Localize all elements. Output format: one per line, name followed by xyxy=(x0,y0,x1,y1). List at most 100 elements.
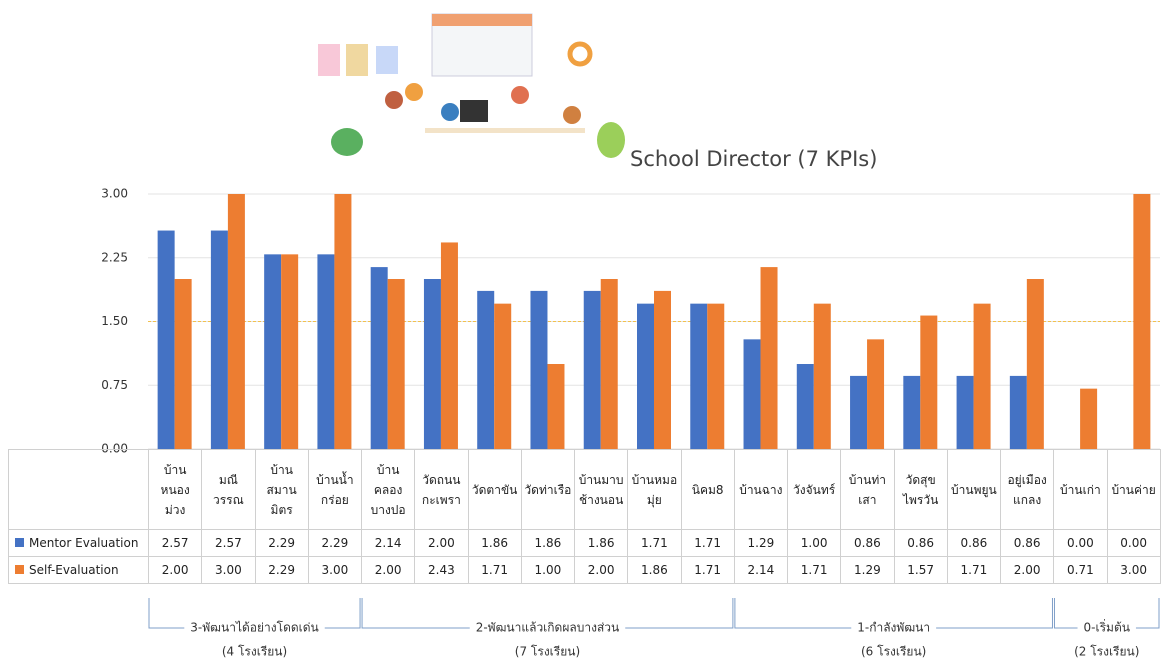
value-label: 1.29 xyxy=(840,556,895,584)
value-label: 2.00 xyxy=(573,556,629,584)
value-label: 2.14 xyxy=(733,556,789,584)
plant xyxy=(331,128,363,156)
value-label: 1.57 xyxy=(893,556,948,584)
value-label: 2.57 xyxy=(147,529,203,557)
value-label: 1.71 xyxy=(680,529,735,557)
value-label: 0.86 xyxy=(946,529,1002,557)
category-label: วัดถนนกะเพรา xyxy=(414,449,469,530)
value-label: 1.71 xyxy=(946,556,1002,584)
y-tick-label: 2.25 xyxy=(101,250,128,264)
bar xyxy=(477,290,495,449)
bar xyxy=(317,254,335,449)
bar xyxy=(281,254,299,449)
category-label: บ้านพยูน xyxy=(946,449,1002,530)
value-label: 0.86 xyxy=(999,529,1055,557)
bar xyxy=(637,303,654,449)
value-label: 2.14 xyxy=(360,529,416,557)
bar xyxy=(1026,279,1044,449)
series-row: Mentor Evaluation 2.57 2.57 2.29 2.29 2.14 2.0… xyxy=(8,529,1161,557)
value-label: 1.86 xyxy=(627,556,682,584)
category-label: บ้านมาบช้างนอน xyxy=(573,449,629,530)
bar xyxy=(796,364,814,449)
sticky-notes xyxy=(346,44,368,76)
calendar-header xyxy=(432,14,532,26)
category-label: บ้านน้ำกร่อย xyxy=(307,449,363,530)
value-label: 2.29 xyxy=(254,556,309,584)
value-label: 3.00 xyxy=(1106,556,1161,584)
value-label: 2.00 xyxy=(414,529,469,557)
category-label: บ้านคลองบางปอ xyxy=(360,449,416,530)
legend-label: Mentor Evaluation xyxy=(29,536,139,550)
sticky-notes xyxy=(376,46,398,74)
value-label: 2.00 xyxy=(999,556,1055,584)
bar xyxy=(707,303,725,449)
bar xyxy=(440,242,458,449)
group-label: 3-พัฒนาได้อย่างโดดเด่น xyxy=(190,621,318,635)
series-row: Self-Evaluation 2.00 3.00 2.29 3.00 2.00 2.43 1… xyxy=(8,556,1161,584)
bar xyxy=(690,303,708,449)
bar xyxy=(334,194,352,449)
category-label: บ้านหมอมุ่ย xyxy=(627,449,682,530)
value-label: 1.86 xyxy=(573,529,629,557)
value-label: 1.86 xyxy=(467,529,522,557)
person xyxy=(441,103,459,121)
legend-key xyxy=(15,538,24,547)
value-label: 1.86 xyxy=(520,529,576,557)
category-label: วัดท่าเรือ xyxy=(520,449,576,530)
bar xyxy=(743,339,761,449)
bar xyxy=(494,303,512,449)
corner-cell xyxy=(8,449,149,530)
legend-label: Self-Evaluation xyxy=(29,563,119,577)
bar xyxy=(210,230,228,449)
bar xyxy=(1080,388,1098,449)
value-label: 0.71 xyxy=(1053,556,1108,584)
bar xyxy=(850,375,868,449)
legend-entry: Mentor Evaluation xyxy=(8,529,149,557)
y-tick-label: 1.50 xyxy=(101,314,128,328)
category-label: วัดตาขัน xyxy=(467,449,522,530)
category-label: บ้านท่าเสา xyxy=(840,449,895,530)
person xyxy=(511,86,529,104)
legend-key xyxy=(15,565,24,574)
bar xyxy=(370,267,388,449)
header-row: บ้านหนองม่วง มณีวรรณ บ้านสมานมิตร บ้านน้ำกร… xyxy=(8,449,1161,530)
group-bracket xyxy=(361,598,734,629)
value-label: 1.00 xyxy=(786,529,842,557)
group-bracket xyxy=(1053,598,1160,629)
bar xyxy=(157,230,175,449)
bar xyxy=(530,290,548,449)
bar xyxy=(760,267,778,449)
value-label: 2.57 xyxy=(201,529,256,557)
bar xyxy=(227,194,245,449)
category-label: บ้านสมานมิตร xyxy=(254,449,309,530)
bar xyxy=(583,290,601,449)
value-label: 1.71 xyxy=(680,556,735,584)
bar xyxy=(867,339,885,449)
value-label: 0.00 xyxy=(1053,529,1108,557)
category-label: อยู่เมืองแกลง xyxy=(999,449,1055,530)
category-label: มณีวรรณ xyxy=(201,449,256,530)
chart-title: School Director (7 KPIs) xyxy=(630,147,877,171)
value-label: 1.71 xyxy=(627,529,682,557)
monitor xyxy=(460,100,488,122)
category-label: บ้านหนองม่วง xyxy=(147,449,203,530)
value-label: 2.00 xyxy=(147,556,203,584)
value-label: 0.00 xyxy=(1106,529,1161,557)
value-label: 2.00 xyxy=(360,556,416,584)
bar xyxy=(973,303,991,449)
category-label: บ้านค่าย xyxy=(1106,449,1161,530)
bar xyxy=(387,279,405,449)
value-label: 1.00 xyxy=(520,556,576,584)
bar xyxy=(813,303,831,449)
bar xyxy=(174,279,192,449)
bar xyxy=(1009,375,1027,449)
person xyxy=(385,91,403,109)
plant xyxy=(597,122,625,158)
value-label: 1.29 xyxy=(733,529,789,557)
value-label: 2.43 xyxy=(414,556,469,584)
group-count: (7 โรงเรียน) xyxy=(515,645,580,659)
value-label: 3.00 xyxy=(307,556,363,584)
data-table: บ้านหนองม่วง มณีวรรณ บ้านสมานมิตร บ้านน้ำกร… xyxy=(8,449,1161,584)
